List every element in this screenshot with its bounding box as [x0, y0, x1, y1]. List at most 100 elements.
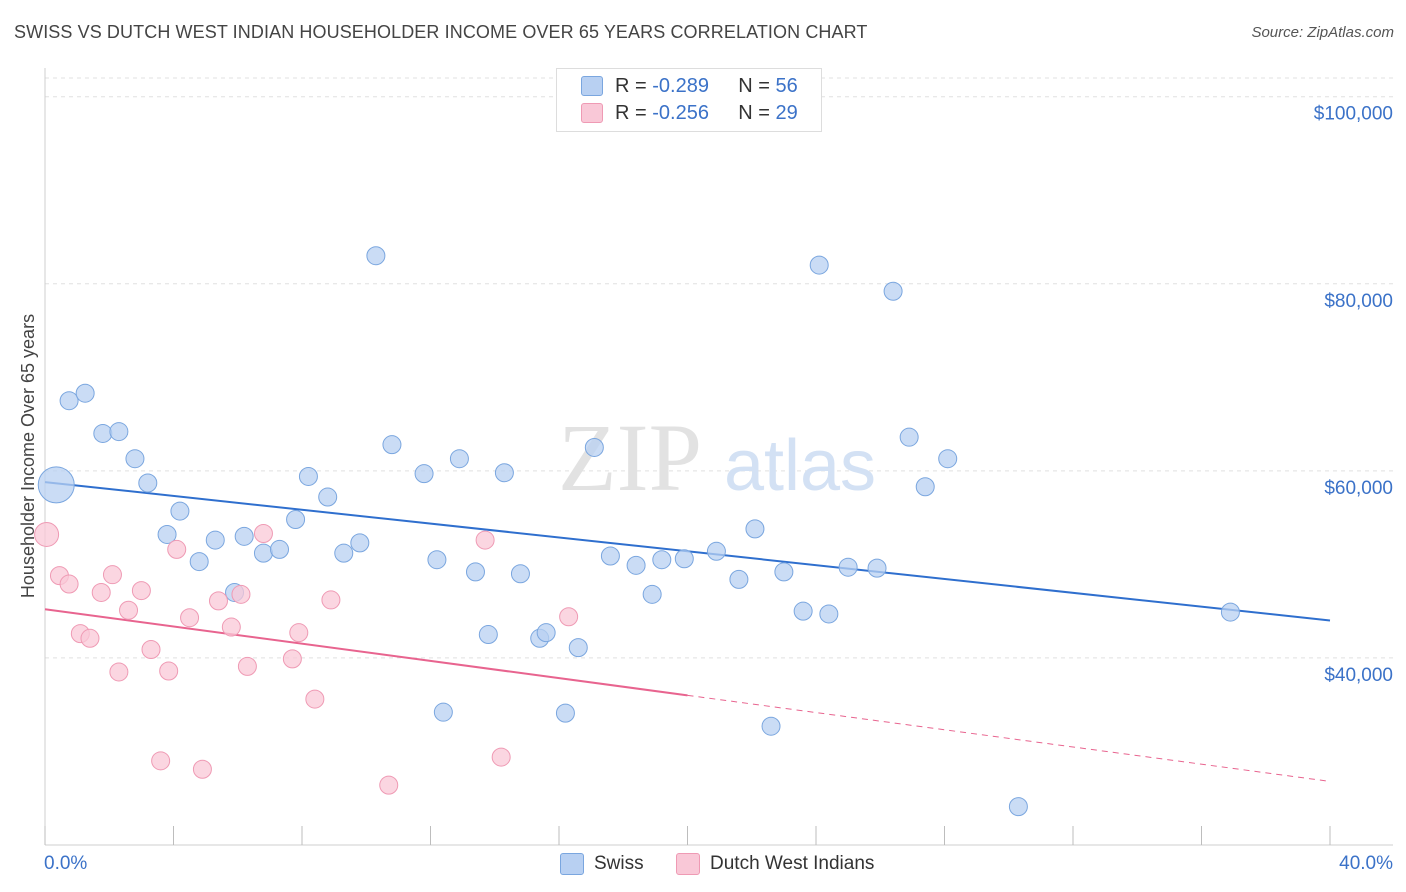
swiss-point: [433, 702, 453, 722]
dwi-point: [221, 617, 241, 637]
swiss-point: [600, 546, 620, 566]
swiss-point: [883, 281, 903, 301]
swiss-point: [867, 558, 887, 578]
trend-line-dwi: [44, 608, 688, 697]
swiss-point: [584, 437, 604, 457]
swiss-point: [318, 487, 338, 507]
swiss-point: [899, 427, 919, 447]
dwi-point: [475, 530, 495, 550]
swiss-point: [449, 449, 469, 469]
series-swatch-dwi: [676, 853, 700, 875]
legend-r-label: R =: [615, 101, 647, 124]
dwi-point: [321, 590, 341, 610]
dwi-point: [34, 521, 60, 547]
swiss-point: [366, 246, 386, 266]
y-axis-label: Householder Income Over 65 years: [18, 314, 38, 598]
legend-row-dwi: R = -0.256 N = 29: [581, 100, 798, 126]
chart-title: SWISS VS DUTCH WEST INDIAN HOUSEHOLDER I…: [14, 22, 868, 42]
swiss-point: [494, 463, 514, 483]
swiss-point: [555, 703, 575, 723]
swiss-point: [510, 564, 530, 584]
series-legend-dwi: Dutch West Indians: [676, 852, 874, 876]
dwi-point: [109, 662, 129, 682]
swiss-point: [745, 519, 765, 539]
swiss-point: [1220, 602, 1240, 622]
swiss-point: [138, 473, 158, 493]
legend-n-value-dwi: 29: [775, 101, 798, 124]
dwi-point: [59, 574, 79, 594]
watermark-zip: ZIP: [558, 404, 702, 511]
dwi-point: [102, 565, 122, 585]
watermark-atlas: atlas: [724, 426, 876, 506]
x-tick-label: 40.0%: [1339, 853, 1393, 874]
swiss-point: [1008, 797, 1028, 817]
swiss-point: [37, 466, 75, 504]
legend-n-value-swiss: 56: [775, 74, 798, 97]
dwi-point: [131, 581, 151, 601]
swiss-point: [253, 543, 273, 563]
swiss-point: [674, 549, 694, 569]
swiss-point: [93, 423, 113, 443]
swiss-point: [774, 562, 794, 582]
swiss-point: [382, 435, 402, 455]
swiss-point: [652, 550, 672, 570]
dwi-point: [491, 747, 511, 767]
swiss-point: [838, 557, 858, 577]
data-points: [34, 246, 1240, 817]
y-tick-label: $80,000: [1324, 291, 1393, 312]
correlation-legend: R = -0.289 N = 56 R = -0.256 N = 29: [556, 68, 822, 132]
swiss-point: [234, 526, 254, 546]
swiss-point: [642, 584, 662, 604]
swiss-point: [478, 625, 498, 645]
swiss-point: [427, 550, 447, 570]
series-label-dwi: Dutch West Indians: [710, 853, 875, 874]
dwi-point: [91, 582, 111, 602]
swiss-point: [270, 539, 290, 559]
grid-lines: [45, 77, 1393, 659]
swiss-point: [286, 509, 306, 529]
dwi-point: [253, 524, 273, 544]
series-legend-swiss: Swiss: [560, 852, 644, 876]
series-label-swiss: Swiss: [594, 853, 644, 874]
swiss-point: [59, 391, 79, 411]
swiss-point: [109, 422, 129, 442]
dwi-point: [80, 628, 100, 648]
dwi-point: [305, 689, 325, 709]
source-note: Source: ZipAtlas.com: [1251, 24, 1394, 41]
legend-row-swiss: R = -0.289 N = 56: [581, 73, 798, 99]
swiss-point: [298, 466, 318, 486]
swiss-point: [189, 552, 209, 572]
legend-swatch-swiss: [581, 76, 603, 96]
axes: [44, 68, 1393, 846]
legend-r-label: R =: [615, 74, 647, 97]
swiss-point: [75, 383, 95, 403]
trend-line-dwi-extrapolated: [687, 694, 1331, 782]
legend-r-value-swiss: -0.289: [652, 74, 709, 97]
swiss-point: [706, 541, 726, 561]
swiss-point: [819, 604, 839, 624]
swiss-point: [761, 716, 781, 736]
swiss-point: [568, 638, 588, 658]
dwi-point: [167, 539, 187, 559]
swiss-point: [793, 601, 813, 621]
dwi-point: [141, 640, 161, 660]
swiss-point: [915, 477, 935, 497]
dwi-point: [192, 759, 212, 779]
dwi-point: [231, 584, 251, 604]
dwi-point: [151, 751, 171, 771]
swiss-point: [170, 501, 190, 521]
dwi-point: [119, 600, 139, 620]
legend-swatch-dwi: [581, 103, 603, 123]
dwi-point: [159, 661, 179, 681]
swiss-point: [536, 623, 556, 643]
dwi-point: [289, 623, 309, 643]
x-tick-label: 0.0%: [44, 853, 87, 874]
swiss-point: [157, 524, 177, 544]
legend-n-label: N =: [738, 101, 770, 124]
dwi-point: [282, 649, 302, 669]
dwi-point: [180, 608, 200, 628]
swiss-point: [626, 555, 646, 575]
dwi-point: [237, 656, 257, 676]
series-swatch-swiss: [560, 853, 584, 875]
